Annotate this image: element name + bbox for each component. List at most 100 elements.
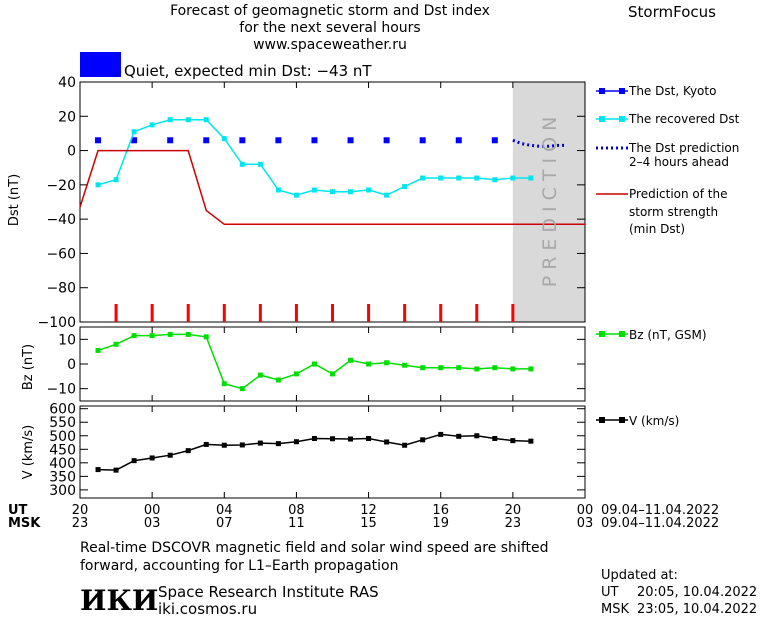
bz-nt-gsm-point xyxy=(438,365,444,371)
msk-tick-label: 03 xyxy=(576,516,594,531)
ut-tick-label: 00 xyxy=(576,503,594,518)
legend-bz-label: Bz (nT, GSM) xyxy=(629,328,707,342)
institute-site[interactable]: iki.cosmos.ru xyxy=(158,600,258,618)
the-recovered-dst-point xyxy=(167,117,173,123)
the-recovered-dst-point xyxy=(492,177,498,183)
bz-nt-gsm-point xyxy=(420,365,426,371)
ut-tick-label: 20 xyxy=(504,503,522,518)
ut-tick-label: 20 xyxy=(71,503,89,518)
the-recovered-dst-point xyxy=(420,175,426,181)
the-dst-kyoto-point xyxy=(275,137,282,144)
v-km-s-point xyxy=(293,439,299,445)
msk-tick-label: 23 xyxy=(71,516,89,531)
legend-recovered-label: The recovered Dst xyxy=(629,112,740,126)
dst-panel: 40 20 0 −20 −40 −60 −80 −100 xyxy=(38,75,586,331)
the-dst-kyoto-point xyxy=(203,137,210,144)
v-km-s-point xyxy=(492,435,498,441)
updated-label: Updated at: xyxy=(601,568,678,583)
prediction-of-the-storm-strength-min-dst-line xyxy=(79,149,585,226)
v-axis-label: V (km/s) xyxy=(21,425,36,480)
bz-nt-gsm-point xyxy=(492,365,498,371)
v-km-s-point xyxy=(384,439,390,445)
v-km-s-point xyxy=(366,435,372,441)
v-km-s-point xyxy=(113,467,119,473)
the-dst-kyoto-point xyxy=(455,137,462,144)
v-km-s-point xyxy=(420,437,426,443)
bz-nt-gsm-point xyxy=(528,366,534,372)
v-km-s-point xyxy=(239,442,245,448)
the-recovered-dst-point xyxy=(275,187,281,193)
bz-panel: 10 0 −10 xyxy=(46,326,586,402)
the-recovered-dst-point xyxy=(203,117,209,123)
the-dst-kyoto-point xyxy=(167,137,174,144)
msk-row-label: MSK xyxy=(8,516,41,531)
y-tick-label: −60 xyxy=(46,246,76,262)
bz-nt-gsm-point xyxy=(456,365,462,371)
chart-title-line2: for the next several hours xyxy=(239,20,421,36)
the-recovered-dst-point xyxy=(528,175,534,181)
updated-ut-label: UT xyxy=(601,585,619,600)
y-tick-label: −100 xyxy=(38,315,76,331)
bz-nt-gsm-point xyxy=(293,371,299,377)
legend-storm-label-1: Prediction of the xyxy=(629,187,728,201)
bz-nt-gsm-point xyxy=(275,377,281,383)
the-recovered-dst-point xyxy=(348,189,354,195)
chart-title-line1: Forecast of geomagnetic storm and Dst in… xyxy=(170,3,490,19)
the-recovered-dst-point xyxy=(185,117,191,123)
bz-nt-gsm-point xyxy=(348,357,354,363)
bz-nt-gsm-point xyxy=(311,361,317,367)
v-km-s-point xyxy=(348,436,354,442)
bz-nt-gsm-point xyxy=(185,331,191,337)
the-recovered-dst-point xyxy=(293,192,299,198)
bz-nt-gsm-point xyxy=(167,331,173,337)
v-km-s-point xyxy=(330,436,335,442)
bz-nt-gsm-point xyxy=(113,341,119,347)
bz-nt-gsm-point xyxy=(384,360,390,366)
the-recovered-dst-point xyxy=(456,175,462,181)
dst-axis-label: Dst (nT) xyxy=(7,174,22,226)
msk-tick-label: 11 xyxy=(288,516,305,531)
panel-frame xyxy=(79,81,586,323)
bz-nt-gsm-point xyxy=(474,366,480,372)
legend-kyoto-label: The Dst, Kyoto xyxy=(629,84,717,98)
updated-msk-value: 23:05, 10.04.2022 xyxy=(637,602,758,617)
legend-prediction-label-1: The Dst prediction xyxy=(629,141,740,155)
v-km-s-point xyxy=(510,438,516,444)
the-recovered-dst-point xyxy=(438,175,444,181)
v-km-s-point xyxy=(149,455,155,461)
the-dst-kyoto-point xyxy=(383,137,390,144)
prediction-label: PREDICTION xyxy=(539,111,561,288)
y-tick-label: −80 xyxy=(46,281,76,297)
the-recovered-dst-point xyxy=(402,184,408,190)
the-recovered-dst-point xyxy=(257,161,263,167)
brand-name: StormFocus xyxy=(628,3,716,21)
y-tick-label: 300 xyxy=(49,483,76,499)
msk-date-range: 09.04–11.04.2022 xyxy=(601,516,720,531)
ut-tick-label: 00 xyxy=(143,503,161,518)
the-recovered-dst-point xyxy=(311,187,317,193)
y-tick-label: −20 xyxy=(46,178,76,194)
y-tick-label: 600 xyxy=(49,402,76,418)
the-dst-kyoto-point xyxy=(239,137,246,144)
v-km-s-point xyxy=(185,448,191,454)
legend-v-label: V (km/s) xyxy=(629,414,680,428)
the-dst-kyoto-point xyxy=(419,137,426,144)
prediction-band xyxy=(512,82,585,322)
legend-kyoto-icon xyxy=(596,88,628,94)
the-recovered-dst-point xyxy=(95,182,101,188)
y-tick-label: 350 xyxy=(49,469,76,485)
legend-icons xyxy=(596,88,628,423)
charts-svg: 40 20 0 −20 −40 −60 −80 −100 10 0 −10 60055050045… xyxy=(7,75,586,499)
ut-row-label: UT xyxy=(8,503,28,518)
y-tick-label: −10 xyxy=(46,382,76,398)
the-dst-prediction-2-4-hours-ahead-line xyxy=(512,138,567,148)
legend-recovered-icon xyxy=(596,116,628,122)
v-km-s-point xyxy=(402,442,408,448)
status-swatch xyxy=(80,52,121,77)
ut-tick-label: 04 xyxy=(216,503,233,518)
the-recovered-dst-point xyxy=(384,192,390,198)
legend-bz-icon xyxy=(596,331,628,337)
y-tick-label: 450 xyxy=(49,442,76,458)
ut-tick-label: 08 xyxy=(288,503,305,518)
v-km-s-point xyxy=(275,441,281,447)
